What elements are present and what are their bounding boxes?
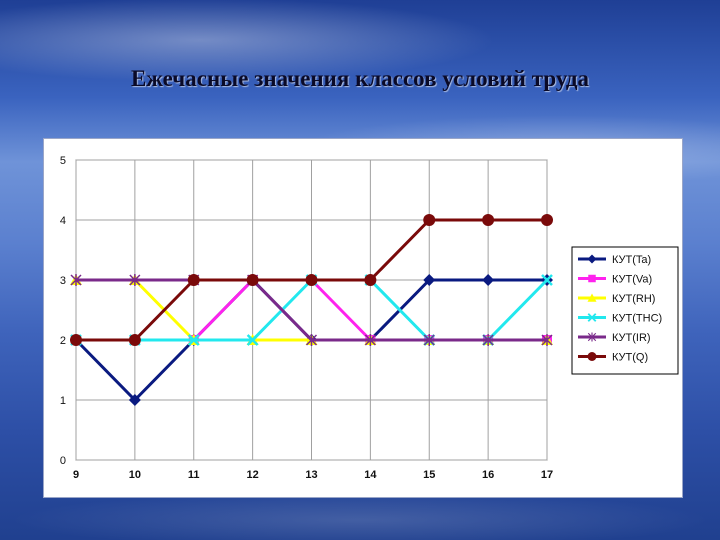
x-tick-label-15: 15 [423,469,435,481]
y-tick-label-3: 3 [60,275,66,287]
legend-swatch-marker-5 [587,332,597,342]
legend-label-6: КУТ(Q) [612,352,648,364]
y-tick-label-0: 0 [60,455,66,467]
legend-swatch-marker-6 [587,352,597,361]
x-tick-label-9: 9 [73,469,79,481]
series-4-point-17 [541,274,553,286]
series-5-point-14 [364,334,376,346]
legend-label-2: КУТ(Va) [612,274,652,286]
x-tick-label-10: 10 [129,469,141,481]
slide-title: Ежечасные значения классов условий труда [130,66,590,91]
series-6-point-12 [246,274,259,286]
y-tick-label-2: 2 [60,335,66,347]
series-5-point-16 [482,334,494,346]
series-5-point-9 [70,274,82,286]
legend-label-3: КУТ(RH) [612,293,655,305]
series-6-point-11 [187,274,200,286]
series-6-point-9 [70,334,82,346]
x-tick-label-12: 12 [247,469,259,481]
legend-swatch-marker-1 [587,254,597,264]
series-6-point-16 [482,214,495,226]
series-1-point-10 [128,394,141,406]
y-tick-label-4: 4 [60,215,66,227]
series-5-point-15 [423,334,435,346]
series-6-point-15 [423,214,436,226]
series-6-point-13 [305,274,318,286]
legend-label-5: КУТ(IR) [612,332,651,344]
x-tick-label-13: 13 [305,469,317,481]
series-4-point-12 [246,334,259,346]
x-tick-label-11: 11 [188,469,200,481]
x-tick-label-16: 16 [482,469,494,481]
series-6-point-17 [541,214,553,226]
series-6-point-14 [364,274,377,286]
x-tick-label-14: 14 [364,469,377,481]
y-tick-label-1: 1 [60,395,66,407]
series-5-point-17 [541,334,553,346]
legend-swatch-marker-4 [587,313,597,322]
series-5-point-10 [129,274,141,286]
y-tick-label-5: 5 [60,155,66,167]
series-6-point-10 [128,334,141,346]
legend-label-4: КУТ(THC) [612,313,662,325]
legend-label-1: КУТ(Ta) [612,254,651,266]
legend-swatch-marker-3 [587,293,597,302]
legend-swatch-marker-2 [588,274,596,283]
chart-panel: 0 1 2 3 4 5 9 10 11 12 13 14 15 16 17 КУТ(Ta) КУТ(Va) КУТ… [43,138,683,498]
series-5-point-13 [305,334,318,346]
series-1-point-15 [423,274,436,286]
x-tick-label-17: 17 [541,469,553,481]
series-1-point-16 [482,274,495,286]
series-4-point-11 [187,334,200,346]
